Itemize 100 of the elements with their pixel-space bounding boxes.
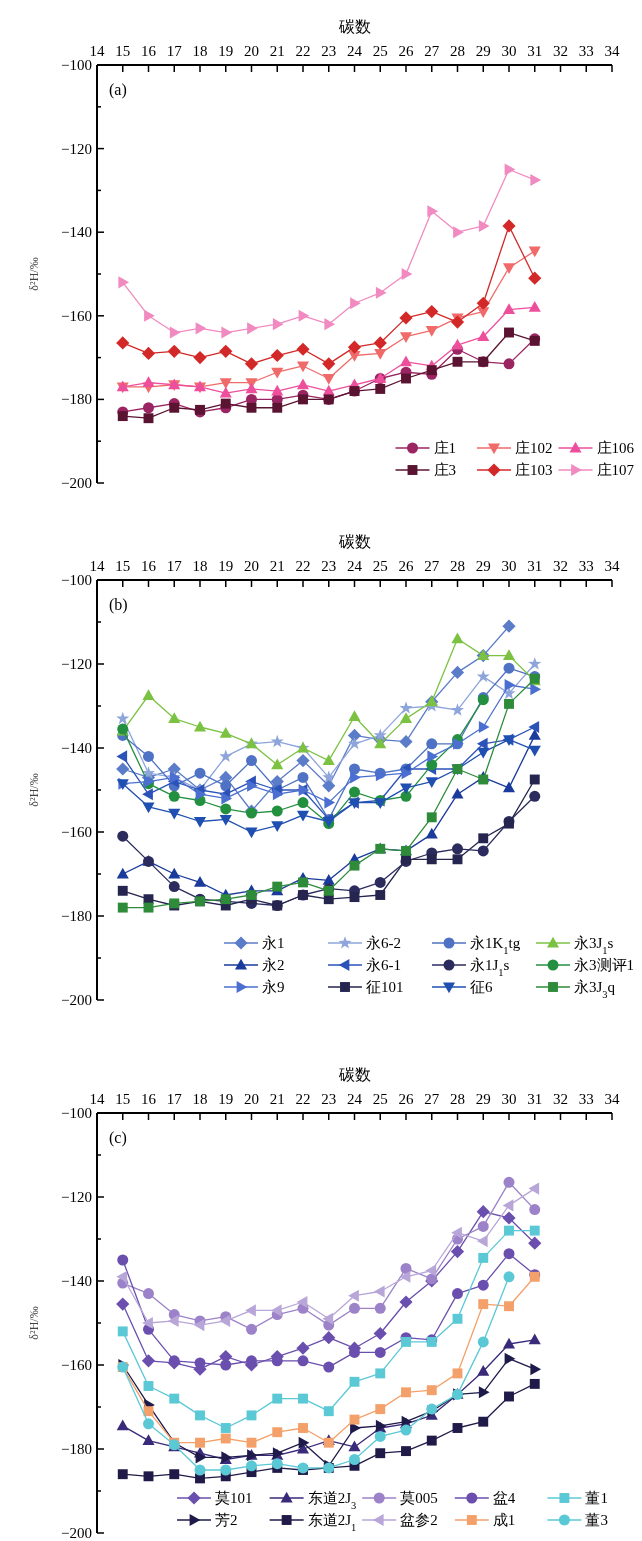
x-tick-label: 22 [295, 1091, 311, 1107]
annotation: (c) [109, 1129, 127, 1147]
x-tick-label: 19 [218, 43, 234, 59]
x-tick-label: 14 [89, 558, 105, 574]
x-tick-label: 27 [424, 1091, 440, 1107]
legend-label: 东道2J$_{1}$ [307, 1512, 357, 1533]
y-tick-label: −140 [61, 740, 92, 756]
x-tick-label: 29 [475, 43, 491, 59]
x-tick-label: 21 [269, 43, 285, 59]
x-tick-label: 34 [604, 1091, 620, 1107]
x-tick-label: 20 [244, 1091, 259, 1107]
x-tick-label: 34 [604, 43, 620, 59]
x-tick-label: 20 [244, 558, 259, 574]
x-tick-label: 23 [321, 1091, 337, 1107]
legend-label: 成1 [492, 1512, 516, 1528]
x-tick-label: 26 [398, 558, 414, 574]
x-tick-label: 25 [372, 558, 388, 574]
x-tick-label: 32 [553, 1091, 568, 1107]
x-tick-label: 15 [115, 43, 131, 59]
y-tick-label: −200 [61, 1525, 92, 1541]
x-tick-label: 15 [115, 558, 131, 574]
y-tick-label: −120 [61, 656, 92, 672]
y-tick-label: −140 [61, 1273, 92, 1289]
x-tick-label: 23 [321, 43, 337, 59]
x-tick-label: 15 [115, 1091, 131, 1107]
x-tick-label: 16 [141, 43, 157, 59]
x-tick-label: 23 [321, 558, 337, 574]
y-tick-label: −140 [61, 224, 92, 241]
y-tick-label: −120 [61, 140, 92, 157]
legend-label: 永3J$_{1}$s [574, 935, 614, 956]
y-tick-label: −100 [61, 572, 92, 588]
x-tick-label: 17 [166, 43, 183, 59]
x-tick-label: 16 [141, 1091, 157, 1107]
x-tick-label: 16 [141, 558, 157, 574]
x-tick-label: 29 [475, 1091, 491, 1107]
x-tick-label: 31 [527, 558, 543, 574]
x-tick-label: 18 [192, 558, 208, 574]
legend-label: 莫005 [400, 1490, 438, 1506]
annotation: (a) [109, 81, 127, 99]
legend-label: 永9 [262, 979, 285, 995]
legend-label: 永3J$_{3}$q [574, 979, 616, 1000]
x-tick-label: 33 [578, 43, 594, 59]
y-tick-label: −160 [61, 1357, 92, 1373]
x-tick-label: 14 [89, 43, 105, 59]
y-tick-label: −180 [61, 908, 92, 924]
x-tick-label: 28 [450, 558, 465, 574]
y-tick-label: −100 [61, 57, 92, 73]
y-axis-title: δ²H/‰ [27, 1306, 41, 1340]
y-tick-label: −120 [61, 1189, 92, 1205]
x-tick-label: 14 [89, 1091, 105, 1107]
y-tick-label: −180 [61, 391, 92, 408]
legend-label: 永6-2 [366, 935, 401, 951]
y-tick-label: −160 [61, 307, 92, 324]
x-tick-label: 18 [192, 1091, 208, 1107]
legend-label: 庄107 [596, 462, 635, 478]
x-tick-label: 26 [398, 43, 414, 59]
x-tick-label: 21 [269, 558, 285, 574]
legend-label: 芳2 [215, 1512, 238, 1528]
y-tick-label: −100 [61, 1105, 92, 1121]
legend-label: 征101 [366, 979, 404, 995]
x-tick-label: 24 [347, 43, 363, 59]
x-tick-label: 24 [347, 1091, 363, 1107]
y-tick-label: −180 [61, 1441, 92, 1457]
y-tick-label: −160 [61, 824, 92, 840]
x-tick-label: 17 [166, 1091, 183, 1107]
legend-label: 庄3 [433, 462, 456, 478]
legend-label: 莫101 [215, 1490, 253, 1506]
x-tick-label: 30 [501, 1091, 517, 1107]
x-tick-label: 29 [475, 558, 491, 574]
legend-label: 永3测评1 [574, 957, 634, 973]
legend-label: 永1K$_{1}$tg [470, 935, 521, 956]
legend-label: 永1J$_{1}$s [470, 957, 510, 978]
legend-label: 盆4 [492, 1490, 516, 1506]
legend-label: 盆参2 [400, 1512, 438, 1528]
x-tick-label: 31 [527, 1091, 543, 1107]
annotation: (b) [109, 596, 128, 614]
legend-label: 东道2J$_{3}$ [307, 1490, 357, 1511]
x-tick-label: 19 [218, 558, 234, 574]
x-tick-label: 20 [244, 43, 259, 59]
x-tick-label: 21 [269, 1091, 285, 1107]
x-tick-label: 28 [450, 1091, 465, 1107]
x-tick-label: 22 [295, 558, 311, 574]
y-axis-title: δ²H/‰ [27, 257, 41, 291]
legend-label: 庄106 [596, 440, 635, 456]
x-tick-label: 27 [424, 558, 440, 574]
legend-label: 永6-1 [366, 957, 401, 973]
x-tick-label: 18 [192, 43, 208, 59]
legend-label: 庄102 [515, 440, 553, 456]
legend-label: 征6 [470, 979, 493, 995]
y-tick-label: −200 [61, 475, 92, 491]
legend-label: 董1 [585, 1490, 608, 1506]
x-tick-label: 32 [553, 43, 568, 59]
x-tick-label: 32 [553, 558, 568, 574]
x-tick-label: 26 [398, 1091, 414, 1107]
x-tick-label: 17 [166, 558, 183, 574]
x-tick-label: 27 [424, 43, 440, 59]
y-tick-label: −200 [61, 992, 92, 1008]
x-tick-label: 25 [372, 1091, 388, 1107]
x-tick-label: 33 [578, 1091, 594, 1107]
x-tick-label: 30 [501, 43, 517, 59]
